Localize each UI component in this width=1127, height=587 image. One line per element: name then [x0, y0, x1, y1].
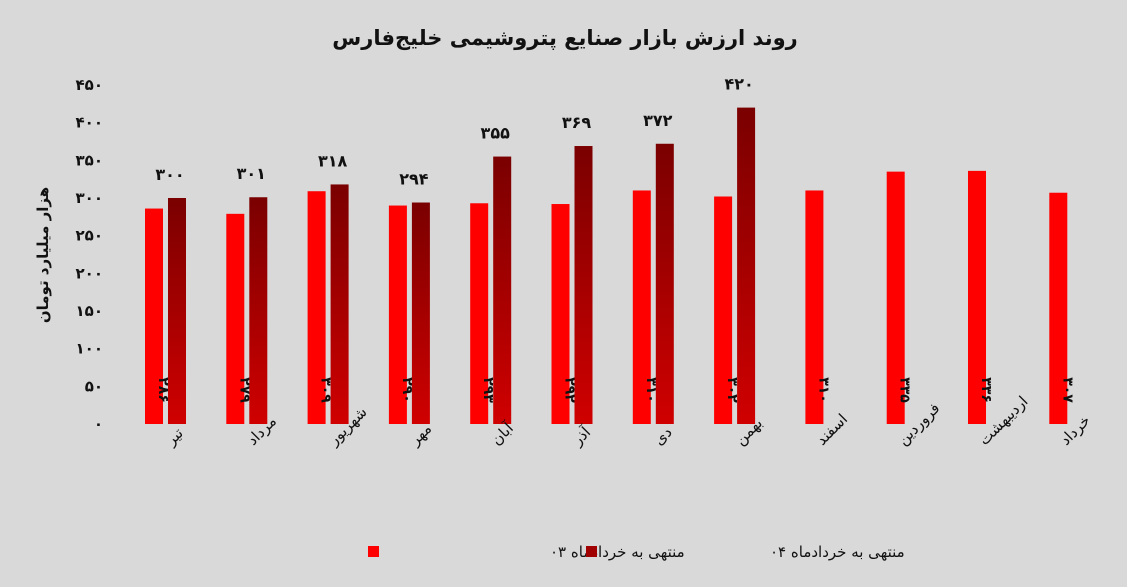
- data-label-series-03: ۲۹۰: [399, 377, 415, 403]
- legend: منتهی به خردادماه ۰۳ منتهی به خردادماه ۰…: [368, 543, 905, 561]
- x-tick-label: مهر: [405, 420, 435, 450]
- bar-series-03: [388, 205, 407, 424]
- data-label-series-03: ۳۳۵: [897, 377, 913, 403]
- data-label-series-04: ۳۰۱: [237, 164, 266, 183]
- data-label-series-04: ۴۲۰: [724, 75, 753, 94]
- bar-series-03: [1049, 192, 1068, 424]
- y-tick-label: ۳۵۰: [76, 151, 103, 169]
- data-label-series-03: ۳۰۲: [724, 377, 740, 403]
- y-tick-label: ۴۰۰: [76, 114, 103, 132]
- x-tick-label: مرداد: [243, 412, 280, 449]
- data-label-series-03: ۲۹۲: [562, 377, 578, 403]
- data-label-series-03: ۳۳۶: [978, 377, 994, 403]
- bar-series-04: [655, 143, 674, 424]
- y-axis-label: هزار میلیارد تومان: [34, 187, 52, 323]
- bar-series-03: [307, 191, 326, 424]
- x-tick-label: بهمن: [731, 414, 766, 449]
- y-tick-label: ۱۵۰: [76, 302, 103, 320]
- x-tick-label: آبان: [487, 419, 517, 449]
- data-label-series-03: ۳۰۹: [318, 377, 334, 403]
- y-tick-label: ۲۵۰: [76, 227, 103, 245]
- bar-series-03: [714, 196, 733, 424]
- bar-series-03: [968, 170, 986, 424]
- y-tick-label: ۲۰۰: [76, 264, 103, 282]
- y-tick-label: ۳۰۰: [76, 189, 103, 207]
- data-label-series-04: ۳۷۲: [643, 111, 673, 130]
- y-tick-label: ۰: [94, 415, 103, 433]
- x-tick-label: تیر: [161, 424, 186, 449]
- bar-series-03: [886, 171, 905, 424]
- data-label-series-03: ۳۰۷: [1059, 377, 1075, 403]
- bar-series-04: [737, 107, 756, 424]
- data-label-series-04: ۳۵۵: [481, 124, 511, 143]
- legend-swatch-03: [368, 546, 379, 557]
- legend-label-03: منتهی به خردادماه ۰۳: [550, 543, 685, 561]
- bar-series-04: [493, 156, 512, 425]
- bar-series-04: [249, 197, 268, 424]
- data-label-series-03: ۳۱۰: [643, 377, 659, 403]
- bar-series-04: [574, 146, 593, 424]
- data-label-series-04: ۳۶۹: [562, 113, 592, 132]
- bar-series-03: [632, 190, 651, 424]
- x-tick-label: دی: [650, 423, 676, 449]
- data-label-series-03: ۲۸۶: [155, 377, 171, 403]
- y-tick-label: ۴۵۰: [76, 76, 103, 94]
- bar-series-03: [226, 213, 245, 424]
- data-label-series-03: ۲۷۹: [236, 377, 252, 403]
- data-label-series-04: ۲۹۴: [399, 170, 429, 189]
- bar-series-03: [145, 208, 163, 424]
- bar-series-04: [168, 198, 186, 424]
- data-label-series-04: ۳۰۰: [155, 165, 184, 184]
- data-label-series-03: ۲۹۳: [480, 377, 496, 403]
- legend-swatch-04: [586, 546, 597, 557]
- bar-series-03: [470, 203, 489, 424]
- data-label-series-03: ۳۱۰: [815, 377, 831, 403]
- y-tick-label: ۵۰: [85, 377, 103, 395]
- y-tick-label: ۱۰۰: [76, 340, 103, 358]
- data-label-series-04: ۳۱۸: [318, 151, 348, 170]
- bar-series-03: [805, 190, 824, 424]
- x-tick-label: آذر: [568, 423, 595, 450]
- legend-label-04: منتهی به خردادماه ۰۴: [770, 543, 905, 561]
- chart-title: روند ارزش بازار صنایع پتروشیمی خلیج‌فارس: [332, 26, 797, 50]
- bar-series-04: [411, 202, 430, 424]
- bar-series-04: [330, 184, 349, 424]
- bar-series-03: [551, 204, 570, 424]
